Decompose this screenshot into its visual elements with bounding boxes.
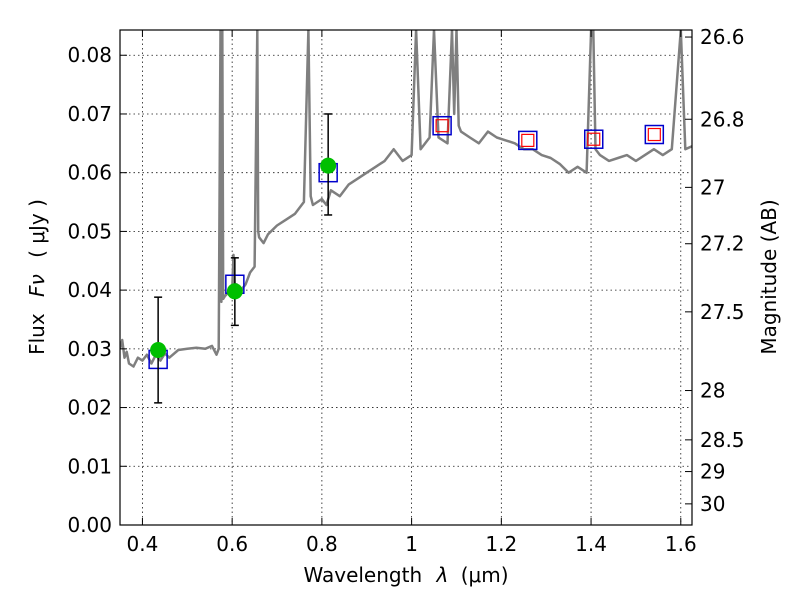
model-point-inner — [435, 119, 449, 133]
y-tick-label: 0.01 — [67, 454, 112, 478]
x-tick-label: 0.4 — [127, 532, 159, 556]
y-axis-label-text: Flux — [25, 313, 49, 355]
observed-photometry-markers — [150, 113, 337, 404]
y2-tick-label: 27 — [700, 175, 725, 199]
observed-point — [226, 283, 243, 300]
model-point-inner — [587, 132, 601, 146]
y2-tick-label: 28 — [700, 379, 725, 403]
y2-tick-label: 27.2 — [700, 232, 745, 256]
model-point-outer — [518, 130, 538, 151]
observed-point — [150, 342, 167, 359]
model-spectrum — [120, 30, 692, 368]
model-point-inner — [521, 133, 535, 147]
y-tick-label: 0.06 — [67, 161, 112, 185]
y2-tick-label: 30 — [700, 492, 725, 516]
x-tick-label: 1 — [405, 532, 418, 556]
y2-tick-label: 28.5 — [700, 428, 745, 452]
spectrum-line — [120, 30, 692, 368]
axis-ticks: 0.4 0.6 0.8 1 1.2 1.4 1.6 0.00 0.01 0.02 0.03 0.04 0… — [67, 25, 744, 556]
y-tick-label: 0.00 — [67, 513, 112, 537]
model-point-outer — [584, 129, 604, 149]
plot-frame — [119, 29, 693, 526]
y2-axis-label: Magnitude (AB) — [757, 199, 781, 354]
x-axis-label-symbol: λ — [436, 563, 449, 587]
x-tick-label: 0.6 — [216, 532, 248, 556]
y-axis-label-symbol: Fν — [25, 274, 49, 297]
x-axis-label-unit: (μm) — [461, 563, 509, 587]
y-tick-label: 0.02 — [67, 396, 112, 420]
x-axis-label-text: Wavelength — [303, 563, 422, 587]
y-tick-label: 0.03 — [67, 337, 112, 361]
model-point-outer — [432, 115, 452, 136]
x-tick-label: 1.4 — [575, 532, 607, 556]
y2-tick-label: 26.8 — [700, 107, 745, 131]
x-tick-label: 1.2 — [485, 532, 517, 556]
y-axis-label: Flux Fν ( μJy ) — [25, 199, 49, 355]
y2-tick-label: 27.5 — [700, 300, 745, 324]
y-tick-label: 0.04 — [67, 278, 112, 302]
y-tick-label: 0.07 — [67, 102, 112, 126]
y2-tick-label: 29 — [700, 460, 725, 484]
observed-point — [320, 157, 337, 174]
grid-lines — [120, 30, 692, 526]
y-tick-label: 0.08 — [67, 43, 112, 67]
model-point-inner — [647, 127, 661, 142]
x-tick-label: 1.6 — [665, 532, 697, 556]
x-axis-label: Wavelength λ (μm) — [303, 563, 508, 587]
y-axis-label-unit: ( μJy ) — [25, 199, 49, 258]
y2-tick-label: 26.6 — [700, 25, 745, 49]
x-tick-label: 0.8 — [306, 532, 338, 556]
model-point-outer — [644, 124, 665, 145]
y-tick-label: 0.05 — [67, 219, 112, 243]
